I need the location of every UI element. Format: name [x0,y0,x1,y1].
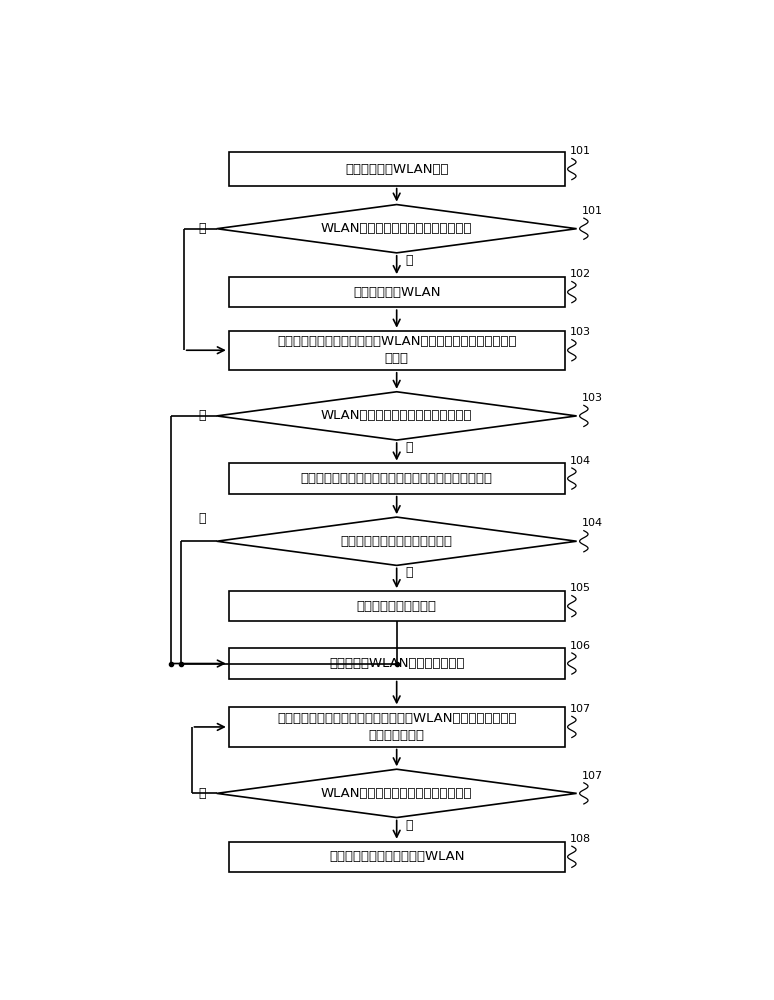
Polygon shape [217,517,577,565]
Text: 106: 106 [570,641,591,651]
Text: 以第一预设时间为周期，测量WLAN信号强度是否达到预设强度
门限值: 以第一预设时间为周期，测量WLAN信号强度是否达到预设强度 门限值 [277,335,516,365]
Text: 107: 107 [570,704,591,714]
Text: 是: 是 [406,819,413,832]
Text: 104: 104 [581,518,602,528]
Text: 否: 否 [198,787,206,800]
Bar [229,648,565,679]
Text: 双模终端由WLAN切换至移动网络: 双模终端由WLAN切换至移动网络 [329,657,464,670]
Text: 双模终端搜索WLAN信号: 双模终端搜索WLAN信号 [345,163,448,176]
Text: 否: 否 [406,566,413,579]
Text: WLAN信号强度达到预设强度门限值？: WLAN信号强度达到预设强度门限值？ [321,222,472,235]
Text: WLAN信号强度达到预设强度门限值？: WLAN信号强度达到预设强度门限值？ [321,787,472,800]
Bar [229,277,565,307]
Text: WLAN信号强度达到预设强度门限值？: WLAN信号强度达到预设强度门限值？ [321,409,472,422]
Text: 是: 是 [406,254,413,267]
Text: 103: 103 [570,327,591,337]
Text: 双模终端由移动网络切换至WLAN: 双模终端由移动网络切换至WLAN [329,850,464,863]
Text: 双模终端接入WLAN: 双模终端接入WLAN [353,286,440,299]
Text: 是: 是 [406,441,413,454]
Polygon shape [217,769,577,818]
Text: 否: 否 [198,222,206,235]
Bar [229,331,565,370]
Text: 105: 105 [570,583,591,593]
Text: 否: 否 [198,409,206,422]
Text: 103: 103 [581,393,602,403]
Text: 108: 108 [570,834,591,844]
Text: 双模终端接入移动网络: 双模终端接入移动网络 [357,600,437,613]
Text: 102: 102 [570,269,591,279]
Polygon shape [217,205,577,253]
Bar [229,707,565,747]
Text: 101: 101 [570,146,591,156]
Text: 双模终端以第二预设时间为周期，测量WLAN信号强度是否达到
预设强度门限值: 双模终端以第二预设时间为周期，测量WLAN信号强度是否达到 预设强度门限值 [277,712,516,742]
Text: 是: 是 [198,512,206,525]
Text: 加权值小于预设加权值门限值？: 加权值小于预设加权值门限值？ [341,535,453,548]
Text: 获取基于包时延和丢包率指标的加权值并识别该加权值: 获取基于包时延和丢包率指标的加权值并识别该加权值 [300,472,493,485]
Text: 104: 104 [570,456,591,466]
Text: 101: 101 [581,206,602,216]
Bar [229,842,565,872]
Bar [229,152,565,186]
Polygon shape [217,392,577,440]
Bar [229,591,565,621]
Bar [229,463,565,494]
Text: 107: 107 [581,771,602,781]
